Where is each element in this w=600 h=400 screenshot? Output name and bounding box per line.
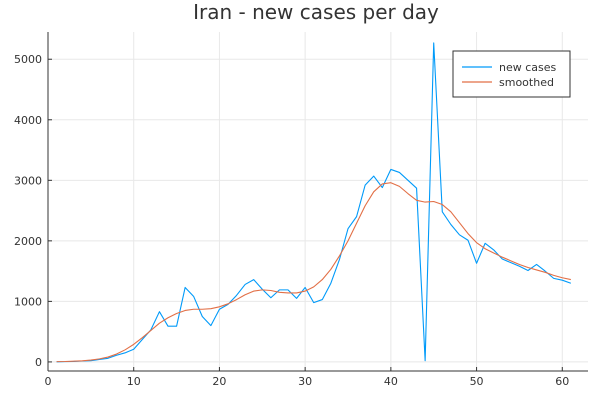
y-tick-label: 2000 — [14, 235, 42, 248]
legend: new cases smoothed — [452, 50, 571, 98]
chart-title: Iran - new cases per day — [193, 0, 439, 24]
y-tick-label: 5000 — [14, 53, 42, 66]
series — [56, 42, 572, 363]
axes — [47, 32, 588, 372]
x-tick-label: 10 — [127, 375, 141, 388]
x-tick-label: 60 — [555, 375, 569, 388]
series-line-smoothed — [56, 182, 571, 363]
legend-label-smoothed: smoothed — [499, 76, 554, 89]
y-tick-label: 0 — [35, 356, 42, 369]
y-tick-label: 4000 — [14, 114, 42, 127]
x-tick-label: 30 — [298, 375, 312, 388]
legend-label-new-cases: new cases — [499, 61, 557, 74]
x-tick-label: 50 — [470, 375, 484, 388]
x-tick-label: 40 — [384, 375, 398, 388]
x-tick-label: 0 — [45, 375, 52, 388]
ticks: 0 10 20 30 40 50 60 0 1000 2000 3000 4000 5000 — [14, 53, 569, 388]
y-tick-label: 3000 — [14, 174, 42, 187]
series-line-new-cases — [56, 42, 572, 363]
y-tick-label: 1000 — [14, 295, 42, 308]
x-tick-label: 20 — [212, 375, 226, 388]
legend-box — [452, 50, 571, 98]
